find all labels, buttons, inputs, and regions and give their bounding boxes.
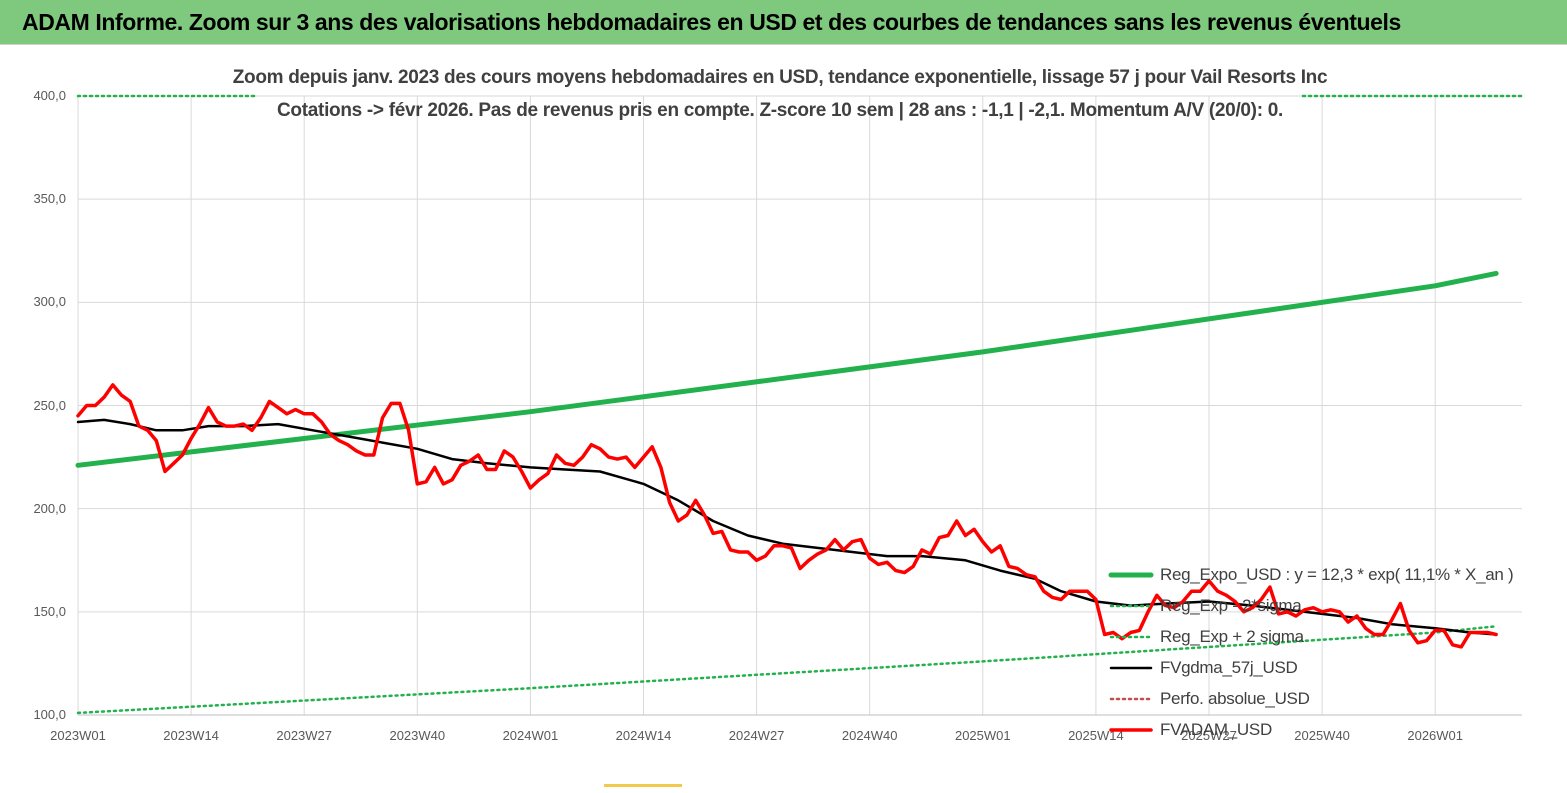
y-tick-label: 300,0 bbox=[33, 294, 66, 310]
legend-item: Reg_Exp - 2*sigma bbox=[1108, 590, 1528, 621]
x-tick-label: 2025W14 bbox=[1068, 728, 1124, 743]
x-tick-label: 2023W14 bbox=[163, 728, 219, 743]
legend-swatch bbox=[1109, 635, 1153, 638]
bottom-accent-bar bbox=[604, 784, 682, 787]
legend-item: FVgdma_57j_USD bbox=[1108, 652, 1528, 683]
line-chart bbox=[75, 94, 1524, 716]
y-tick-label: 250,0 bbox=[33, 397, 66, 413]
x-tick-label: 2025W01 bbox=[954, 728, 1011, 743]
x-tick-label: 2026W01 bbox=[1407, 728, 1464, 743]
y-tick-label: 100,0 bbox=[33, 707, 66, 722]
legend-swatch bbox=[1109, 727, 1153, 732]
chart-series bbox=[75, 94, 1524, 715]
x-tick-label: 2024W27 bbox=[728, 728, 785, 743]
chart-grid bbox=[77, 95, 1522, 716]
chart-frame: Zoom depuis janv. 2023 des cours moyens … bbox=[0, 44, 1567, 792]
series-line bbox=[76, 383, 1498, 649]
legend-swatch bbox=[1109, 697, 1153, 700]
y-tick-label: 350,0 bbox=[33, 191, 66, 207]
legend-label: Reg_Exp - 2*sigma bbox=[1160, 595, 1302, 615]
x-tick-label: 2025W27 bbox=[1181, 728, 1237, 743]
x-tick-label: 2024W01 bbox=[502, 728, 559, 743]
legend-item: Perfo. absolue_USD bbox=[1108, 683, 1528, 714]
legend-label: Reg_Expo_USD : y = 12,3 * exp( 11,1% * X… bbox=[1160, 564, 1514, 584]
legend-item: FVADAM_USD bbox=[1108, 714, 1528, 745]
legend-swatch bbox=[1108, 572, 1154, 577]
y-tick-label: 150,0 bbox=[33, 603, 66, 619]
x-tick-label: 2024W40 bbox=[841, 728, 898, 743]
chart-title: Zoom depuis janv. 2023 des cours moyens … bbox=[232, 67, 1328, 88]
report-title: ADAM Informe. Zoom sur 3 ans des valoris… bbox=[22, 8, 1401, 35]
x-tick-label: 2023W40 bbox=[389, 728, 446, 743]
legend-swatch bbox=[1109, 604, 1153, 607]
y-tick-label: 200,0 bbox=[33, 500, 66, 516]
chart-legend: Reg_Expo_USD : y = 12,3 * exp( 11,1% * X… bbox=[1108, 559, 1528, 745]
x-tick-label: 2023W27 bbox=[276, 728, 333, 743]
x-tick-label: 2023W01 bbox=[50, 728, 106, 743]
legend-item: Reg_Exp + 2 sigma bbox=[1108, 621, 1528, 652]
x-tick-label: 2025W40 bbox=[1294, 728, 1350, 743]
series-line bbox=[76, 418, 1498, 636]
chart-subtitle: Cotations -> févr 2026. Pas de revenus p… bbox=[277, 100, 1283, 121]
y-tick-label: 400,0 bbox=[33, 88, 66, 103]
legend-label: FVgdma_57j_USD bbox=[1160, 657, 1298, 677]
legend-item: Reg_Expo_USD : y = 12,3 * exp( 11,1% * X… bbox=[1108, 559, 1528, 590]
legend-swatch bbox=[1109, 666, 1153, 669]
x-tick-label: 2024W14 bbox=[615, 728, 672, 743]
legend-label: Reg_Exp + 2 sigma bbox=[1160, 626, 1304, 646]
legend-label: Perfo. absolue_USD bbox=[1160, 688, 1310, 708]
report-header: ADAM Informe. Zoom sur 3 ans des valoris… bbox=[0, 0, 1567, 44]
legend-label: FVADAM_USD bbox=[1160, 719, 1272, 739]
